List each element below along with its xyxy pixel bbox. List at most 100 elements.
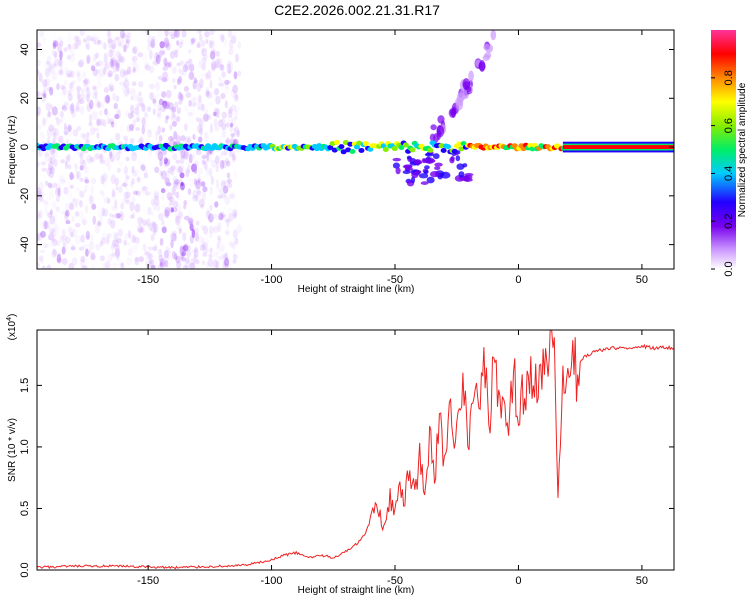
- spec-noise-blob: [48, 63, 53, 72]
- spec-noise-blob: [106, 118, 111, 125]
- spec-noise-blob: [153, 190, 160, 199]
- spec-branch-blob: [429, 133, 436, 142]
- spec-noise-blob: [194, 232, 199, 242]
- spec-noise-blob: [136, 103, 141, 109]
- spec-noise-blob: [119, 68, 126, 78]
- spec-noise-blob: [112, 262, 118, 268]
- spec-noise-blob: [152, 165, 157, 172]
- spec-noise-blob: [155, 149, 160, 156]
- spec-noise-blob: [224, 139, 231, 144]
- spec-noise-blob: [118, 262, 122, 267]
- spec-noise-blob: [190, 258, 196, 266]
- chart-title: C2E2.2026.002.21.31.R17: [274, 2, 440, 18]
- spec-carrier-blob: [362, 141, 369, 147]
- spec-noise-blob: [146, 251, 152, 260]
- spec-noise-blob: [53, 50, 58, 58]
- spectrogram-marks: [37, 30, 674, 269]
- spec-noise-blob: [200, 39, 206, 47]
- spec-noise-blob: [116, 254, 120, 262]
- spec-noise-blob: [51, 106, 58, 116]
- spec-noise-blob: [228, 240, 234, 247]
- spec-branch-blob: [411, 171, 419, 179]
- spec-noise-blob: [205, 72, 209, 80]
- spec-noise-blob: [109, 84, 115, 92]
- spec-noise-blob: [224, 79, 230, 85]
- spec-noise-blob: [176, 62, 181, 67]
- spec-branch-blob: [450, 155, 455, 162]
- spec-noise-blob: [217, 238, 222, 244]
- spec-noise-blob: [123, 71, 129, 77]
- spec-noise-blob: [47, 86, 52, 92]
- spec-noise-blob: [172, 207, 178, 213]
- spec-noise-blob: [215, 179, 220, 190]
- spec-noise-blob: [134, 257, 139, 262]
- spec-noise-blob: [137, 224, 144, 234]
- spec-noise-blob: [230, 35, 237, 44]
- spec-noise-blob: [143, 172, 149, 179]
- spec-noise-blob: [92, 110, 98, 120]
- spec-noise-blob: [233, 71, 238, 80]
- spec-noise-blob: [159, 158, 163, 167]
- spec-noise-blob: [161, 91, 167, 98]
- spec-noise-blob: [193, 248, 199, 258]
- spec-noise-blob: [234, 109, 238, 119]
- spec-noise-blob: [154, 51, 160, 62]
- spec-noise-blob: [89, 99, 94, 110]
- spec-noise-blob: [56, 137, 61, 143]
- spec-noise-blob: [98, 68, 105, 78]
- spec-carrier-blob: [438, 143, 445, 149]
- spec-noise-blob: [88, 249, 92, 255]
- spec-noise-blob: [141, 53, 147, 60]
- spec-noise-blob: [146, 44, 151, 51]
- spec-noise-blob: [56, 253, 62, 263]
- spec-noise-blob: [131, 195, 136, 204]
- spec-noise-blob: [179, 172, 185, 179]
- spec-noise-blob: [148, 92, 153, 100]
- spec-noise-blob: [214, 107, 220, 115]
- spec-noise-blob: [163, 208, 169, 217]
- spec-noise-blob: [146, 106, 152, 112]
- spec-noise-blob: [144, 64, 151, 71]
- spec-noise-blob: [165, 38, 170, 46]
- spec-noise-blob: [37, 91, 40, 97]
- spec-noise-blob: [220, 92, 226, 100]
- spec-noise-blob: [111, 39, 117, 50]
- spec-noise-blob: [124, 165, 128, 176]
- spec-noise-blob: [78, 151, 84, 156]
- spec-noise-blob: [124, 110, 130, 117]
- spec-noise-blob: [211, 90, 215, 100]
- spec-noise-blob: [231, 31, 237, 38]
- spec-noise-blob: [83, 166, 88, 171]
- spec-noise-blob: [43, 243, 49, 248]
- spec-noise-blob: [76, 170, 81, 180]
- spec-noise-blob: [220, 64, 224, 70]
- spec-noise-blob: [60, 111, 64, 118]
- spec-noise-blob: [118, 125, 124, 132]
- spec-noise-blob: [188, 153, 193, 164]
- spec-noise-blob: [44, 157, 49, 163]
- spec-noise-blob: [123, 191, 129, 199]
- spec-noise-blob: [211, 63, 216, 72]
- spec-noise-blob: [90, 177, 97, 185]
- spec-noise-blob: [192, 195, 198, 202]
- spec-noise-blob: [112, 65, 117, 74]
- snr-multiplier-exp: 4: [6, 317, 13, 321]
- spec-noise-blob: [169, 124, 173, 131]
- spec-noise-blob: [105, 61, 111, 70]
- spec-noise-blob: [162, 49, 166, 56]
- spec-noise-blob: [79, 154, 84, 159]
- spec-noise-blob: [37, 198, 41, 206]
- spec-noise-blob: [178, 164, 185, 174]
- spec-noise-blob: [220, 79, 225, 89]
- spec-noise-blob: [68, 262, 75, 269]
- spec-noise-blob: [46, 128, 53, 138]
- spec-noise-blob: [37, 212, 41, 218]
- spec-noise-blob: [198, 127, 204, 136]
- spec-noise-blob: [52, 40, 59, 48]
- spec-noise-blob: [157, 112, 162, 121]
- spec-noise-blob: [102, 262, 108, 269]
- spec-noise-blob: [127, 32, 132, 39]
- spec-noise-blob: [201, 103, 205, 112]
- spec-noise-blob: [155, 131, 159, 142]
- spec-noise-blob: [143, 122, 148, 129]
